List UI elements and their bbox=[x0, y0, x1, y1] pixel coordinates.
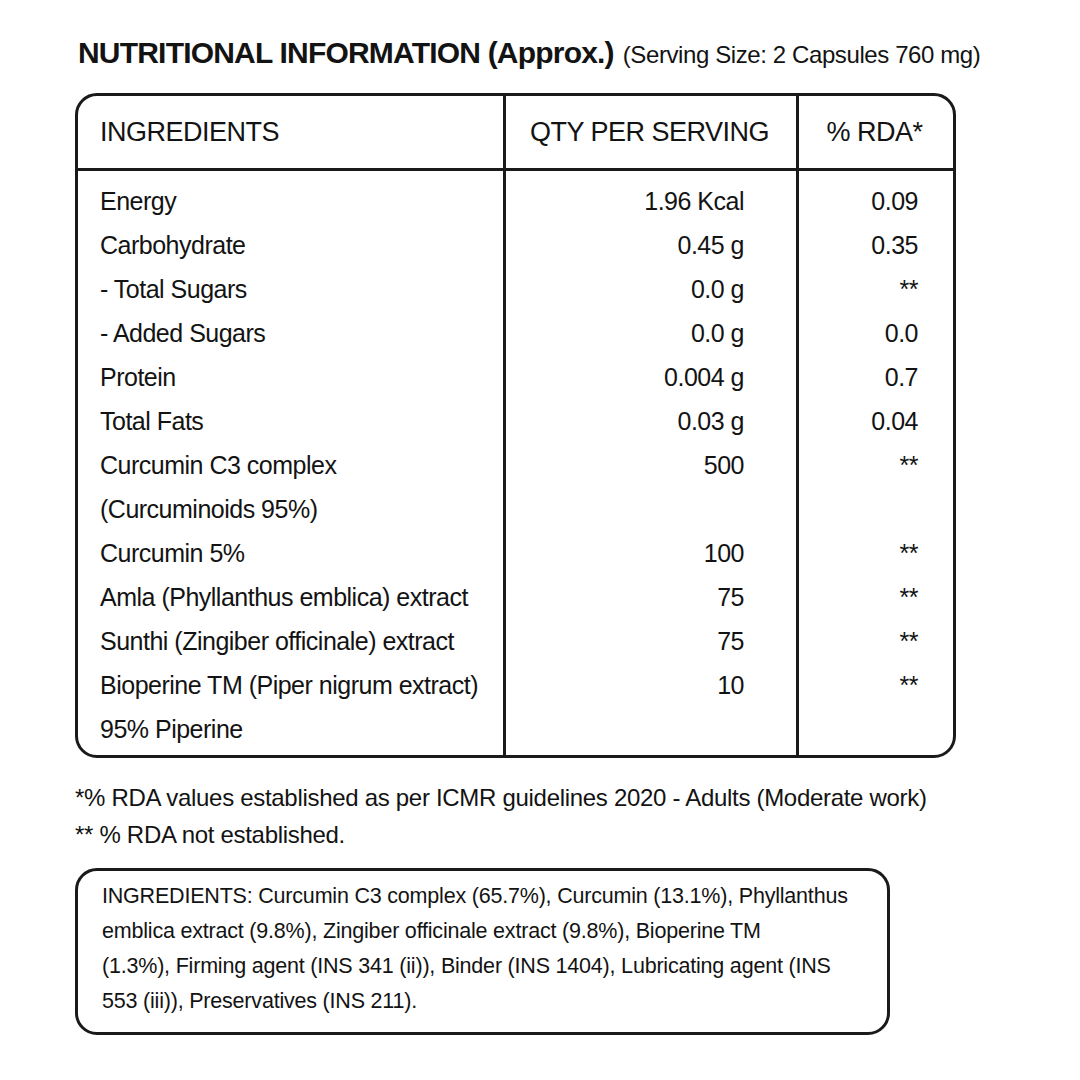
nutrition-table: INGREDIENTS QTY PER SERVING % RDA* Energ… bbox=[75, 93, 956, 758]
qty-per-serving-value: 1.96 Kcal bbox=[503, 179, 796, 223]
qty-per-serving-value: 0.004 g bbox=[503, 355, 796, 399]
ingredient-name: (Curcuminoids 95%) bbox=[78, 487, 503, 531]
footnote-rda-established: *% RDA values established as per ICMR gu… bbox=[75, 779, 927, 816]
ingredients-text-line: 553 (iii)), Preservatives (INS 211). bbox=[102, 984, 869, 1019]
rda-value bbox=[796, 707, 953, 751]
qty-per-serving-value: 0.0 g bbox=[503, 311, 796, 355]
qty-per-serving-value: 500 bbox=[503, 443, 796, 487]
nutrition-label-page: NUTRITIONAL INFORMATION (Approx.) (Servi… bbox=[0, 0, 1080, 1080]
rda-value: ** bbox=[796, 663, 953, 707]
ingredient-name: 95% Piperine bbox=[78, 707, 503, 751]
rda-value: ** bbox=[796, 575, 953, 619]
qty-per-serving-value: 75 bbox=[503, 575, 796, 619]
table-row: - Added Sugars0.0 g0.0 bbox=[78, 311, 953, 355]
table-row: Curcumin C3 complex500** bbox=[78, 443, 953, 487]
column-header-qty-per-serving: QTY PER SERVING bbox=[503, 117, 796, 148]
ingredient-name: Sunthi (Zingiber officinale) extract bbox=[78, 619, 503, 663]
page-title: NUTRITIONAL INFORMATION (Approx.) (Servi… bbox=[78, 36, 980, 70]
ingredient-name: Bioperine TM (Piper nigrum extract) bbox=[78, 663, 503, 707]
table-row: Bioperine TM (Piper nigrum extract)10** bbox=[78, 663, 953, 707]
rda-value: ** bbox=[796, 619, 953, 663]
rda-value bbox=[796, 487, 953, 531]
table-row: - Total Sugars0.0 g** bbox=[78, 267, 953, 311]
qty-per-serving-value: 0.45 g bbox=[503, 223, 796, 267]
rda-value: ** bbox=[796, 443, 953, 487]
qty-per-serving-value bbox=[503, 487, 796, 531]
ingredient-name: Protein bbox=[78, 355, 503, 399]
footnote-rda-not-established: ** % RDA not established. bbox=[75, 816, 927, 853]
ingredient-name: Amla (Phyllanthus emblica) extract bbox=[78, 575, 503, 619]
rda-value: 0.7 bbox=[796, 355, 953, 399]
ingredients-box: INGREDIENTS: Curcumin C3 complex (65.7%)… bbox=[75, 868, 890, 1035]
ingredient-name: Carbohydrate bbox=[78, 223, 503, 267]
table-row: Sunthi (Zingiber officinale) extract75** bbox=[78, 619, 953, 663]
rda-value: 0.0 bbox=[796, 311, 953, 355]
qty-per-serving-value: 100 bbox=[503, 531, 796, 575]
qty-per-serving-value: 75 bbox=[503, 619, 796, 663]
serving-size-text: (Serving Size: 2 Capsules 760 mg) bbox=[623, 41, 981, 69]
qty-per-serving-value: 0.03 g bbox=[503, 399, 796, 443]
qty-per-serving-value: 10 bbox=[503, 663, 796, 707]
ingredient-name: Total Fats bbox=[78, 399, 503, 443]
rda-value: ** bbox=[796, 267, 953, 311]
rda-value: ** bbox=[796, 531, 953, 575]
table-row: Total Fats0.03 g0.04 bbox=[78, 399, 953, 443]
rda-value: 0.09 bbox=[796, 179, 953, 223]
ingredient-name: - Added Sugars bbox=[78, 311, 503, 355]
ingredients-text-line: INGREDIENTS: Curcumin C3 complex (65.7%)… bbox=[102, 879, 869, 914]
ingredients-text-line: emblica extract (9.8%), Zingiber officin… bbox=[102, 914, 869, 949]
ingredient-name: - Total Sugars bbox=[78, 267, 503, 311]
table-row: (Curcuminoids 95%) bbox=[78, 487, 953, 531]
qty-per-serving-value: 0.0 g bbox=[503, 267, 796, 311]
rda-value: 0.35 bbox=[796, 223, 953, 267]
title-text: NUTRITIONAL INFORMATION (Approx.) bbox=[78, 36, 614, 70]
table-header-row: INGREDIENTS QTY PER SERVING % RDA* bbox=[78, 96, 953, 171]
ingredient-name: Curcumin 5% bbox=[78, 531, 503, 575]
column-header-rda: % RDA* bbox=[796, 117, 953, 148]
ingredient-name: Curcumin C3 complex bbox=[78, 443, 503, 487]
ingredients-text-line: (1.3%), Firming agent (INS 341 (ii)), Bi… bbox=[102, 949, 869, 984]
table-body: Energy1.96 Kcal0.09Carbohydrate0.45 g0.3… bbox=[78, 171, 953, 755]
table-row: Amla (Phyllanthus emblica) extract75** bbox=[78, 575, 953, 619]
footnotes: *% RDA values established as per ICMR gu… bbox=[75, 779, 927, 853]
table-row: Protein0.004 g0.7 bbox=[78, 355, 953, 399]
column-header-ingredients: INGREDIENTS bbox=[78, 117, 503, 148]
qty-per-serving-value bbox=[503, 707, 796, 751]
table-row: Energy1.96 Kcal0.09 bbox=[78, 179, 953, 223]
table-row: 95% Piperine bbox=[78, 707, 953, 751]
rda-value: 0.04 bbox=[796, 399, 953, 443]
ingredient-name: Energy bbox=[78, 179, 503, 223]
table-row: Carbohydrate0.45 g0.35 bbox=[78, 223, 953, 267]
table-row: Curcumin 5%100** bbox=[78, 531, 953, 575]
